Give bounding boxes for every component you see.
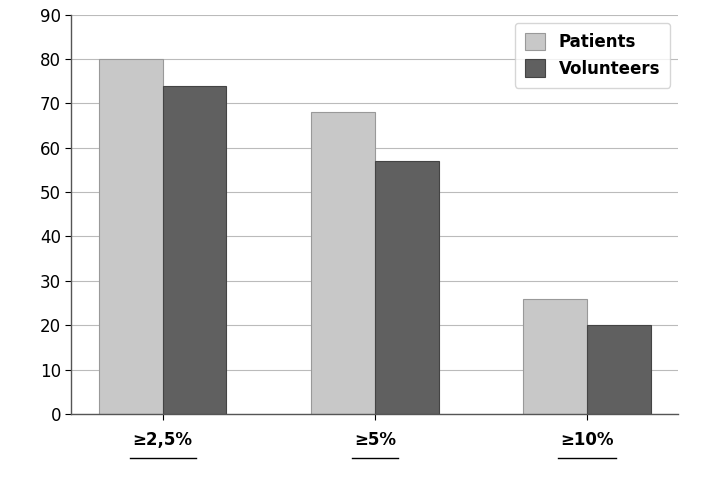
Bar — [163, 86, 226, 414]
Bar — [99, 59, 163, 414]
Legend: Patients, Volunteers: Patients, Volunteers — [515, 23, 670, 88]
Bar — [587, 325, 650, 414]
Bar — [523, 299, 587, 414]
Bar — [375, 161, 438, 414]
Bar — [311, 112, 375, 414]
